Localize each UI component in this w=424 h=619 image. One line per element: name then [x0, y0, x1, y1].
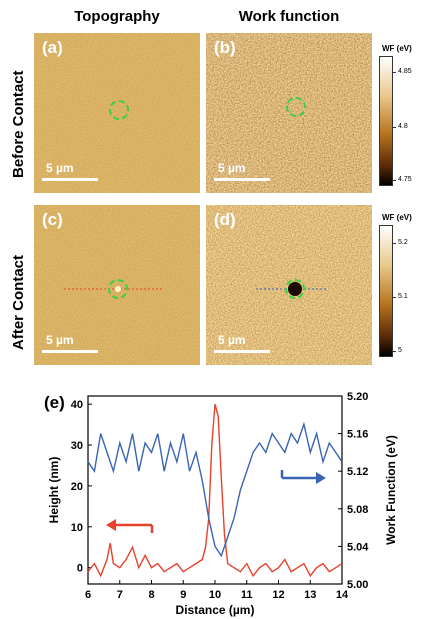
panel-label-b: (b): [214, 38, 236, 57]
series-line-left: [87, 404, 343, 578]
y-left-tick-label-1: 10: [71, 522, 83, 534]
scale-text-b: 5 µm: [218, 161, 246, 175]
x-tick-label-0: 6: [85, 589, 91, 601]
scale-bar-c: [42, 350, 98, 353]
y-right-axis-label: Work Function (eV): [384, 435, 398, 545]
scale-bar-a: [42, 178, 98, 181]
y-right-tick-label-4: 5.16: [347, 429, 368, 441]
x-tick-label-5: 11: [241, 589, 253, 601]
x-tick-label-4: 10: [209, 589, 221, 601]
y-right-tick-label-0: 5.00: [347, 579, 368, 591]
y-right-tick-label-1: 5.04: [347, 541, 369, 553]
panel-label-d: (d): [214, 210, 236, 229]
x-tick-label-7: 13: [304, 589, 316, 601]
x-tick-label-8: 14: [336, 589, 349, 601]
panel-label-e: (e): [44, 393, 65, 412]
y-right-tick-label-3: 5.12: [347, 466, 368, 478]
x-tick-label-2: 8: [148, 589, 154, 601]
y-right-tick-label-5: 5.20: [347, 391, 368, 403]
y-left-tick-label-4: 40: [71, 399, 83, 411]
afm-panel-a: (a) 5 µm: [34, 33, 200, 193]
x-tick-label-6: 12: [272, 589, 284, 601]
row-title-after: After Contact: [10, 254, 27, 350]
height-axis-arrowhead: [106, 519, 116, 531]
contact-marker-b: [286, 97, 306, 117]
x-tick-label-1: 7: [117, 589, 123, 601]
y-right-tick-label-2: 5.08: [347, 504, 368, 516]
colorbar-title-after: WF (eV): [382, 213, 412, 222]
y-left-tick-label-3: 30: [71, 440, 83, 452]
contact-marker-d: [285, 279, 305, 299]
colorbar-tick-after-3: 5: [398, 347, 402, 354]
y-left-axis-label: Height (nm): [47, 457, 61, 524]
y-left-tick-label-0: 0: [77, 563, 83, 575]
colorbar-after: [379, 225, 393, 357]
column-title-work-function: Work function: [238, 8, 340, 25]
contact-marker-c: [108, 279, 128, 299]
colorbar-tick-after-1: 5.2: [398, 239, 408, 246]
column-title-topography: Topography: [74, 8, 160, 25]
scale-bar-b: [214, 178, 270, 181]
x-tick-label-3: 9: [180, 589, 186, 601]
afm-panel-d: (d) 5 µm: [206, 205, 372, 365]
scale-bar-d: [214, 350, 270, 353]
line-profile-chart: 6 7 8 9 10 11 12 13 14 0 10 20 30 40 5.00 5.04 5.08 5.12 5…: [44, 391, 398, 617]
wf-axis-arrowhead: [316, 472, 326, 484]
colorbar-tick-before-2: 4.8: [398, 123, 408, 130]
scale-text-a: 5 µm: [46, 161, 74, 175]
panel-label-a: (a): [42, 38, 63, 57]
afm-panel-b: (b) 5 µm: [206, 33, 372, 193]
row-title-before: Before Contact: [10, 70, 27, 178]
series-line-right: [87, 421, 343, 558]
y-left-tick-label-2: 20: [71, 481, 83, 493]
colorbar-tick-after-2: 5.1: [398, 293, 408, 300]
scale-text-c: 5 µm: [46, 333, 74, 347]
colorbar-tick-before-3: 4.75: [398, 176, 412, 183]
scale-text-d: 5 µm: [218, 333, 246, 347]
x-axis-label: Distance (µm): [176, 603, 255, 617]
colorbar-before: [379, 56, 393, 186]
colorbar-tick-before-1: 4.85: [398, 68, 412, 75]
contact-marker-a: [109, 100, 129, 120]
panel-label-c: (c): [42, 210, 63, 229]
afm-panel-c: (c) 5 µm: [34, 205, 200, 365]
work-function-image-before: [206, 33, 372, 193]
colorbar-title-before: WF (eV): [382, 44, 412, 53]
